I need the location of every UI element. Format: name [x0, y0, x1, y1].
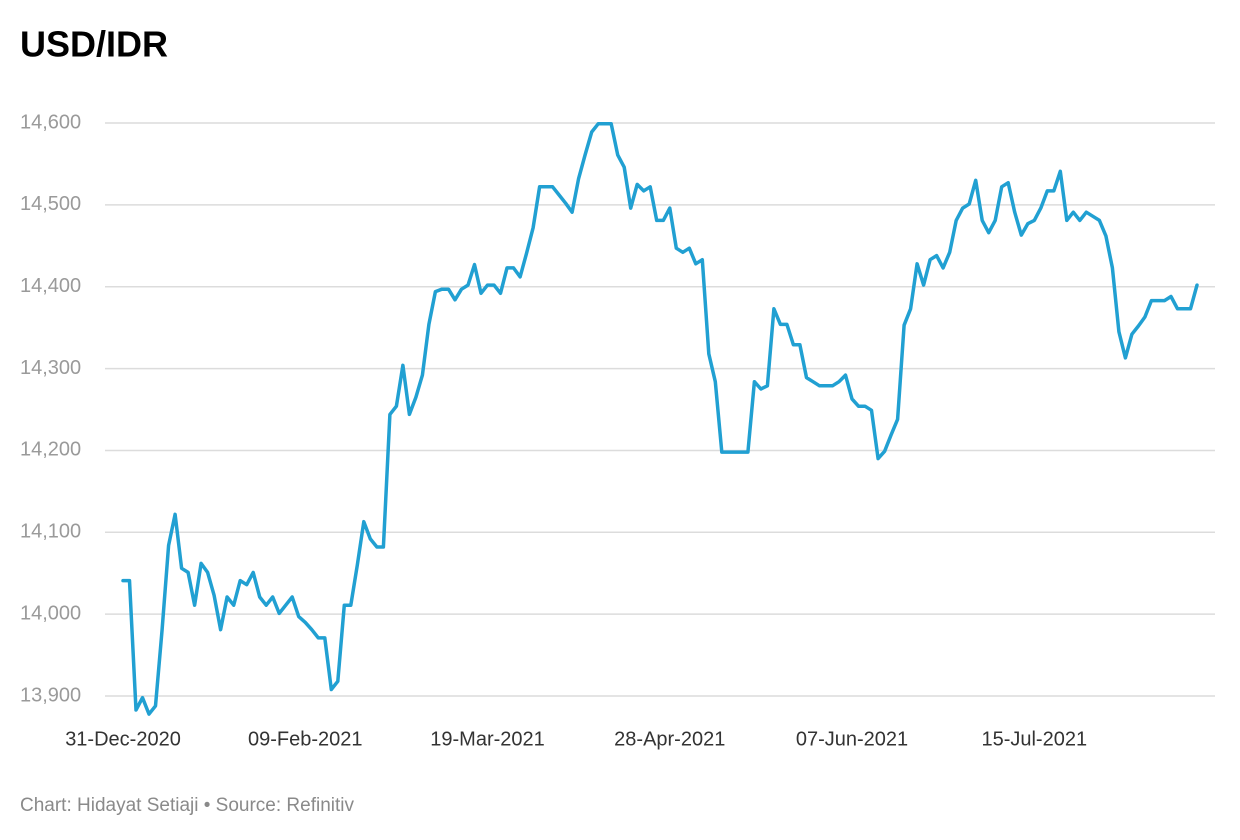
y-tick-label: 13,900 [20, 684, 81, 706]
x-tick-label: 31-Dec-2020 [65, 728, 181, 750]
y-tick-label: 14,300 [20, 357, 81, 379]
y-tick-label: 14,100 [20, 521, 81, 543]
x-tick-label: 09-Feb-2021 [248, 728, 363, 750]
y-tick-label: 14,500 [20, 193, 81, 215]
y-tick-label: 14,600 [20, 111, 81, 133]
y-tick-label: 14,200 [20, 439, 81, 461]
y-tick-label: 14,000 [20, 602, 81, 624]
x-tick-label: 28-Apr-2021 [614, 728, 725, 750]
x-tick-label: 19-Mar-2021 [430, 728, 545, 750]
x-tick-label: 15-Jul-2021 [981, 728, 1087, 750]
line [121, 122, 1199, 716]
y-tick-label: 14,400 [20, 275, 81, 297]
chart-title: USD/IDR [20, 24, 168, 65]
chart-footer: Chart: Hidayat Setiaji • Source: Refinit… [20, 795, 355, 816]
x-tick-label: 07-Jun-2021 [796, 728, 908, 750]
